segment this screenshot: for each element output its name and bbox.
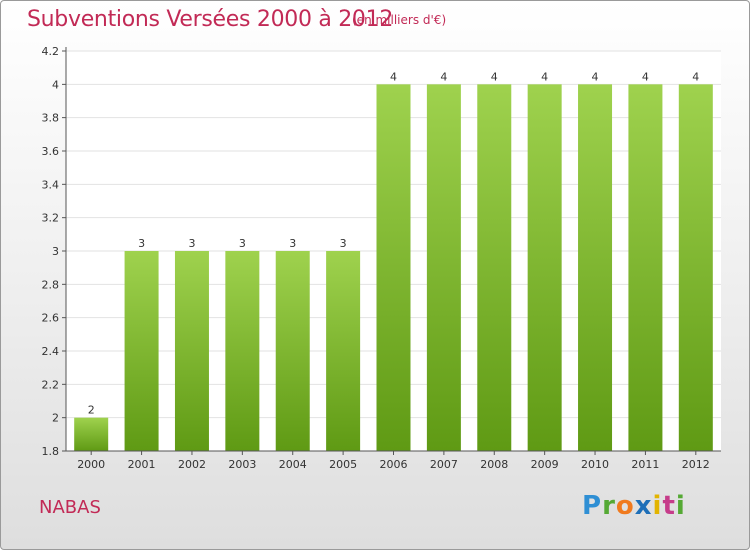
data-label: 4 xyxy=(692,70,699,83)
x-tick-label: 2004 xyxy=(279,458,307,471)
y-tick-label: 3.4 xyxy=(42,178,60,191)
data-label: 2 xyxy=(88,404,95,417)
bar-2001 xyxy=(124,251,159,451)
logo-letter: i xyxy=(675,491,686,521)
y-tick-label: 2 xyxy=(52,412,59,425)
data-label: 4 xyxy=(642,70,649,83)
y-tick-label: 4.2 xyxy=(42,45,60,58)
logo-letter: o xyxy=(615,491,635,521)
bar-2011 xyxy=(628,84,663,451)
x-tick-label: 2007 xyxy=(430,458,458,471)
data-label: 4 xyxy=(592,70,599,83)
chart-title: Subventions Versées 2000 à 2012 xyxy=(27,7,394,32)
y-tick-label: 2.8 xyxy=(42,278,60,291)
bar-2006 xyxy=(376,84,411,451)
y-tick-label: 3 xyxy=(52,245,59,258)
logo-letter: t xyxy=(662,491,676,521)
data-label: 4 xyxy=(440,70,447,83)
bar-2002 xyxy=(174,251,209,451)
labels: 1.8 2 2.2 2.4 2.6 2.8 3 3.2 3.4 3.6 3.8 4 4.2 2 2000 3 2… xyxy=(42,45,710,471)
data-label: 4 xyxy=(491,70,498,83)
data-label: 3 xyxy=(239,237,246,250)
data-label: 4 xyxy=(390,70,397,83)
x-tick-label: 2011 xyxy=(631,458,659,471)
bar-2012 xyxy=(678,84,713,451)
bar-2008 xyxy=(477,84,512,451)
x-tick-label: 2003 xyxy=(228,458,256,471)
axes xyxy=(62,47,721,455)
x-tick-label: 2010 xyxy=(581,458,609,471)
y-tick-label: 3.6 xyxy=(42,145,60,158)
logo-letter: i xyxy=(652,491,663,521)
data-label: 3 xyxy=(188,237,195,250)
y-tick-label: 2.4 xyxy=(42,345,60,358)
data-label: 3 xyxy=(138,237,145,250)
y-tick-label: 2.6 xyxy=(42,312,60,325)
logo-letter: x xyxy=(634,491,653,521)
chart-subtitle: (en milliers d'€) xyxy=(352,13,447,27)
y-tick-label: 4 xyxy=(52,78,59,91)
x-tick-label: 2009 xyxy=(531,458,559,471)
x-tick-label: 2006 xyxy=(380,458,408,471)
y-tick-label: 2.2 xyxy=(42,378,60,391)
commune-name: NABAS xyxy=(39,497,101,518)
bar-2004 xyxy=(275,251,310,451)
x-tick-label: 2000 xyxy=(77,458,105,471)
y-tick-label: 3.8 xyxy=(42,112,60,125)
y-tick-label: 3.2 xyxy=(42,212,60,225)
logo-letter: P xyxy=(582,491,603,521)
bar-2010 xyxy=(578,84,613,451)
data-label: 3 xyxy=(289,237,296,250)
x-tick-label: 2012 xyxy=(682,458,710,471)
x-tick-label: 2008 xyxy=(480,458,508,471)
bar-2005 xyxy=(326,251,361,451)
x-tick-label: 2002 xyxy=(178,458,206,471)
y-tick-label: 1.8 xyxy=(42,445,60,458)
bar-2007 xyxy=(426,84,461,451)
x-tick-label: 2005 xyxy=(329,458,357,471)
x-tick-label: 2001 xyxy=(128,458,156,471)
bar-2009 xyxy=(527,84,562,451)
bar-2003 xyxy=(225,251,260,451)
data-label: 4 xyxy=(541,70,548,83)
bars xyxy=(74,84,713,451)
logo-letter: r xyxy=(602,491,616,521)
bar-2000 xyxy=(74,417,109,451)
data-label: 3 xyxy=(340,237,347,250)
proxiti-logo: Proxiti xyxy=(582,491,686,521)
